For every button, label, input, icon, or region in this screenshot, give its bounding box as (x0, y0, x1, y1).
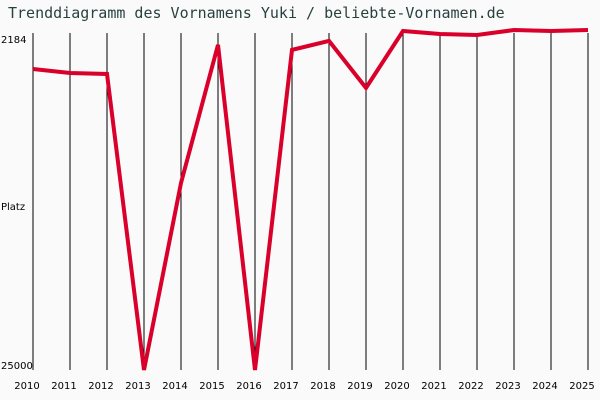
chart-title: Trenddiagramm des Vornamens Yuki / belie… (8, 4, 505, 22)
x-tick-label: 2017 (273, 381, 299, 392)
x-tick-label: 2018 (310, 381, 336, 392)
x-tick-label: 2022 (458, 381, 484, 392)
x-tick-label: 2013 (125, 381, 151, 392)
x-tick-label: 2019 (347, 381, 373, 392)
x-tick-label: 2016 (236, 381, 262, 392)
series-line-yuki (32, 27, 589, 371)
x-tick-label: 2011 (51, 381, 77, 392)
x-tick-label: 2015 (199, 381, 225, 392)
y-tick-bottom: 25000 (1, 361, 33, 372)
x-tick-label: 2021 (421, 381, 447, 392)
x-tick-label: 2020 (384, 381, 410, 392)
x-tick-label: 2012 (88, 381, 114, 392)
x-tick-label: 2025 (569, 381, 595, 392)
y-tick-top: 2184 (1, 35, 27, 46)
x-tick-label: 2010 (14, 381, 40, 392)
x-tick-label: 2024 (532, 381, 558, 392)
x-tick-label: 2014 (162, 381, 188, 392)
x-tick-label: 2023 (495, 381, 521, 392)
y-axis-label: Platz (1, 202, 26, 213)
